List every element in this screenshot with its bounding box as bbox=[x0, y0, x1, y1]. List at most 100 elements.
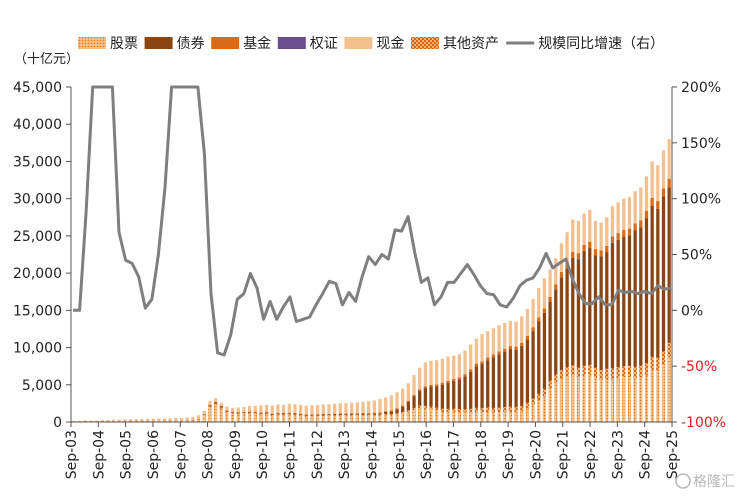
bar-segment-fund bbox=[543, 308, 546, 312]
bar-segment-cash bbox=[446, 356, 449, 380]
bar-segment-cash bbox=[577, 221, 580, 253]
bar-segment-stock bbox=[361, 416, 364, 422]
bar-segment-fund bbox=[412, 395, 415, 396]
bar-segment-fund bbox=[344, 413, 347, 414]
bar-segment-cash bbox=[254, 406, 257, 412]
bar-segment-other bbox=[203, 415, 206, 416]
bar-segment-cash bbox=[616, 202, 619, 233]
bar-segment-bond bbox=[452, 381, 455, 409]
bar-segment-other bbox=[384, 414, 387, 415]
bar-segment-fund bbox=[656, 201, 659, 209]
bar-segment-other bbox=[378, 414, 381, 415]
bar-segment-stock bbox=[407, 412, 410, 422]
bar-segment-stock bbox=[248, 414, 251, 422]
bar-segment-fund bbox=[628, 229, 631, 236]
bar-segment-cash bbox=[339, 403, 342, 413]
bar-segment-bond bbox=[361, 414, 364, 415]
bar-segment-other bbox=[565, 367, 568, 376]
bar-segment-other bbox=[356, 415, 359, 416]
bar-segment-stock bbox=[424, 409, 427, 422]
x-tick-label: Sep-04 bbox=[91, 430, 107, 479]
bar-segment-other bbox=[628, 366, 631, 377]
bar-segment-other bbox=[497, 407, 500, 412]
bar-segment-cash bbox=[191, 417, 194, 420]
legend-label: 其他资产 bbox=[443, 36, 499, 52]
bar-segment-stock bbox=[639, 377, 642, 422]
bar-segment-bond bbox=[639, 227, 642, 365]
bar-segment-fund bbox=[288, 413, 291, 414]
bar-segment-fund bbox=[492, 354, 495, 357]
bar-segment-cash bbox=[503, 323, 506, 349]
bar-segment-other bbox=[316, 415, 319, 416]
bar-segment-cash bbox=[560, 243, 563, 272]
growth-line bbox=[73, 87, 671, 355]
bar-segment-cash bbox=[497, 325, 500, 351]
bar-segment-cash bbox=[401, 389, 404, 406]
bar-segment-bond bbox=[288, 413, 291, 414]
bar-segment-cash bbox=[299, 405, 302, 414]
bar-segment-other bbox=[577, 368, 580, 378]
bar-segment-fund bbox=[446, 381, 449, 383]
bar-segment-fund bbox=[259, 412, 262, 413]
left-tick-label: 30,000 bbox=[13, 192, 62, 208]
bar-segment-cash bbox=[129, 419, 132, 420]
bar-segment-bond bbox=[492, 357, 495, 408]
bar-segment-fund bbox=[373, 413, 376, 414]
bar-segment-fund bbox=[509, 346, 512, 349]
bar-segment-stock bbox=[628, 377, 631, 422]
bar-segment-stock bbox=[390, 415, 393, 422]
bar-segment-fund bbox=[293, 413, 296, 414]
bar-segment-bond bbox=[458, 379, 461, 409]
legend-label: 权证 bbox=[310, 36, 338, 52]
bar-segment-stock bbox=[458, 413, 461, 422]
bar-segment-other bbox=[401, 412, 404, 414]
left-tick-label: 5,000 bbox=[22, 378, 62, 394]
legend-label: 现金 bbox=[376, 36, 404, 52]
bar-segment-stock bbox=[503, 412, 506, 422]
bar-segment-other bbox=[463, 409, 466, 413]
bar-segment-other bbox=[458, 409, 461, 412]
bar-segment-other bbox=[571, 365, 574, 375]
bar-segment-other bbox=[509, 407, 512, 412]
bar-segment-cash bbox=[242, 407, 245, 412]
bar-segment-fund bbox=[214, 402, 217, 403]
bar-segment-cash bbox=[282, 405, 285, 413]
bar-segment-fund bbox=[220, 406, 223, 407]
bar-segment-bond bbox=[656, 209, 659, 358]
bar-segment-fund bbox=[435, 384, 438, 386]
bar-segment-bond bbox=[276, 413, 279, 414]
bar-segment-other bbox=[435, 408, 438, 411]
bar-segment-fund bbox=[497, 351, 500, 354]
bar-segment-fund bbox=[503, 349, 506, 352]
bar-segment-bond bbox=[225, 411, 228, 412]
bar-segment-stock bbox=[225, 412, 228, 422]
bar-segment-fund bbox=[390, 410, 393, 411]
bar-segment-cash bbox=[373, 400, 376, 412]
bar-segment-cash bbox=[480, 334, 483, 361]
bar-segment-other bbox=[237, 413, 240, 414]
bar-segment-bond bbox=[367, 414, 370, 415]
bar-segment-fund bbox=[429, 385, 432, 387]
bar-segment-stock bbox=[395, 415, 398, 422]
bar-segment-bond bbox=[208, 405, 211, 406]
bar-segment-stock bbox=[588, 375, 591, 422]
bar-segment-other bbox=[486, 407, 489, 412]
bar-segment-cash bbox=[622, 199, 625, 230]
bar-segment-fund bbox=[582, 245, 585, 251]
bar-segment-bond bbox=[237, 413, 240, 414]
bar-segment-fund bbox=[662, 188, 665, 196]
bar-segment-cash bbox=[605, 217, 608, 246]
x-tick-label: Sep-15 bbox=[392, 430, 408, 479]
bar-segment-bond bbox=[344, 414, 347, 415]
bar-segment-fund bbox=[480, 361, 483, 364]
left-tick-label: 35,000 bbox=[13, 154, 62, 170]
bar-segment-stock bbox=[554, 383, 557, 422]
bar-segment-other bbox=[299, 415, 302, 416]
x-tick-label: Sep-25 bbox=[665, 430, 681, 479]
bar-segment-stock bbox=[616, 378, 619, 422]
bar-segment-stock bbox=[452, 412, 455, 422]
bar-segment-stock bbox=[316, 416, 319, 422]
x-tick-label: Sep-05 bbox=[119, 430, 135, 479]
bar-segment-other bbox=[611, 368, 614, 379]
